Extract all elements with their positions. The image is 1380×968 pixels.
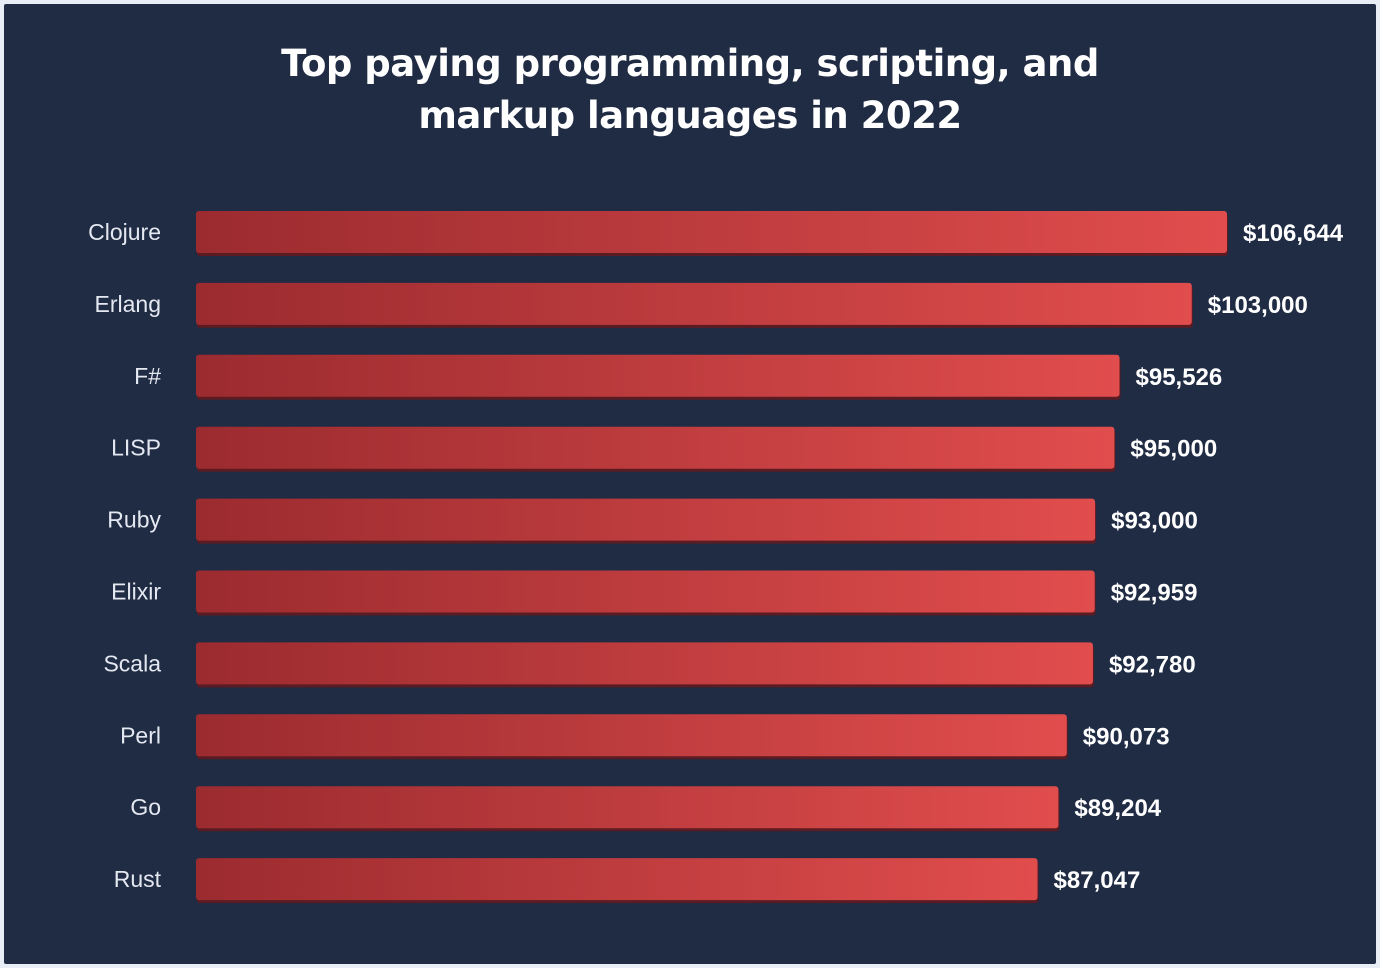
bar-f- — [196, 354, 1120, 397]
category-label: F# — [134, 363, 161, 389]
category-label: Go — [130, 794, 161, 820]
category-label: Perl — [120, 722, 161, 748]
category-label: Scala — [103, 650, 161, 676]
value-label: $89,204 — [1074, 795, 1161, 822]
bar-erlang — [196, 282, 1192, 325]
category-label: Erlang — [95, 291, 161, 317]
category-label: LISP — [111, 435, 161, 461]
bar-rust — [196, 858, 1038, 901]
chart-title-line-1: Top paying programming, scripting, and — [281, 42, 1099, 85]
bar-go — [196, 786, 1059, 829]
category-label: Elixir — [111, 579, 161, 605]
value-label: $92,959 — [1111, 580, 1198, 607]
chart-title-line-2: markup languages in 2022 — [418, 94, 962, 137]
category-label: Ruby — [107, 507, 161, 533]
value-label: $106,644 — [1243, 220, 1344, 247]
bar-ruby — [196, 498, 1096, 541]
value-label: $93,000 — [1111, 508, 1198, 535]
chart-title: Top paying programming, scripting, and m… — [0, 38, 1380, 142]
value-label: $90,073 — [1083, 723, 1170, 750]
bar-perl — [196, 714, 1067, 757]
value-label: $95,000 — [1130, 436, 1217, 463]
bar-scala — [196, 642, 1093, 685]
value-label: $95,526 — [1136, 364, 1223, 391]
value-label: $87,047 — [1054, 867, 1141, 894]
category-label: Rust — [114, 866, 162, 892]
bar-clojure — [196, 211, 1227, 253]
value-label: $92,780 — [1109, 651, 1196, 678]
category-label: Clojure — [88, 219, 161, 245]
bars-group: Clojure $106,644 Erlang $103,000 F# $95,526 LI… — [88, 211, 1344, 904]
bar-elixir — [196, 570, 1095, 613]
value-label: $103,000 — [1208, 292, 1308, 319]
bar-lisp — [196, 426, 1115, 469]
